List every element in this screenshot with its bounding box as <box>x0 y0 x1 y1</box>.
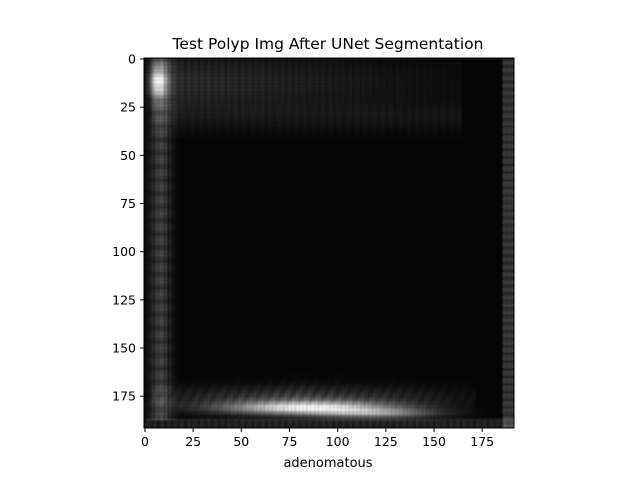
y-axis: 0 25 50 75 100 125 150 175 <box>112 51 144 404</box>
x-axis: 0 25 50 75 100 125 150 175 <box>141 428 494 449</box>
axes-frame <box>143 57 515 429</box>
x-tick-label: 100 <box>326 434 350 449</box>
x-axis-label: adenomatous <box>283 456 372 471</box>
x-tick-label: 175 <box>470 434 494 449</box>
x-tick-label: 25 <box>185 434 201 449</box>
x-tick-label: 75 <box>282 434 298 449</box>
y-tick-label: 175 <box>112 389 136 404</box>
segmentation-image <box>144 58 514 428</box>
heatmap-raster <box>144 58 514 428</box>
x-tick-label: 125 <box>374 434 398 449</box>
y-tick-label: 150 <box>112 341 136 356</box>
y-tick-label: 125 <box>112 292 136 307</box>
x-tick-label: 0 <box>141 434 149 449</box>
chart-title: Test Polyp Img After UNet Segmentation <box>172 35 484 53</box>
y-tick-label: 75 <box>120 196 136 211</box>
x-tick-label: 50 <box>233 434 249 449</box>
y-tick-label: 50 <box>120 148 136 163</box>
y-tick-label: 100 <box>112 244 136 259</box>
y-tick-label: 0 <box>128 51 136 66</box>
x-tick-label: 150 <box>422 434 446 449</box>
y-tick-label: 25 <box>120 100 136 115</box>
